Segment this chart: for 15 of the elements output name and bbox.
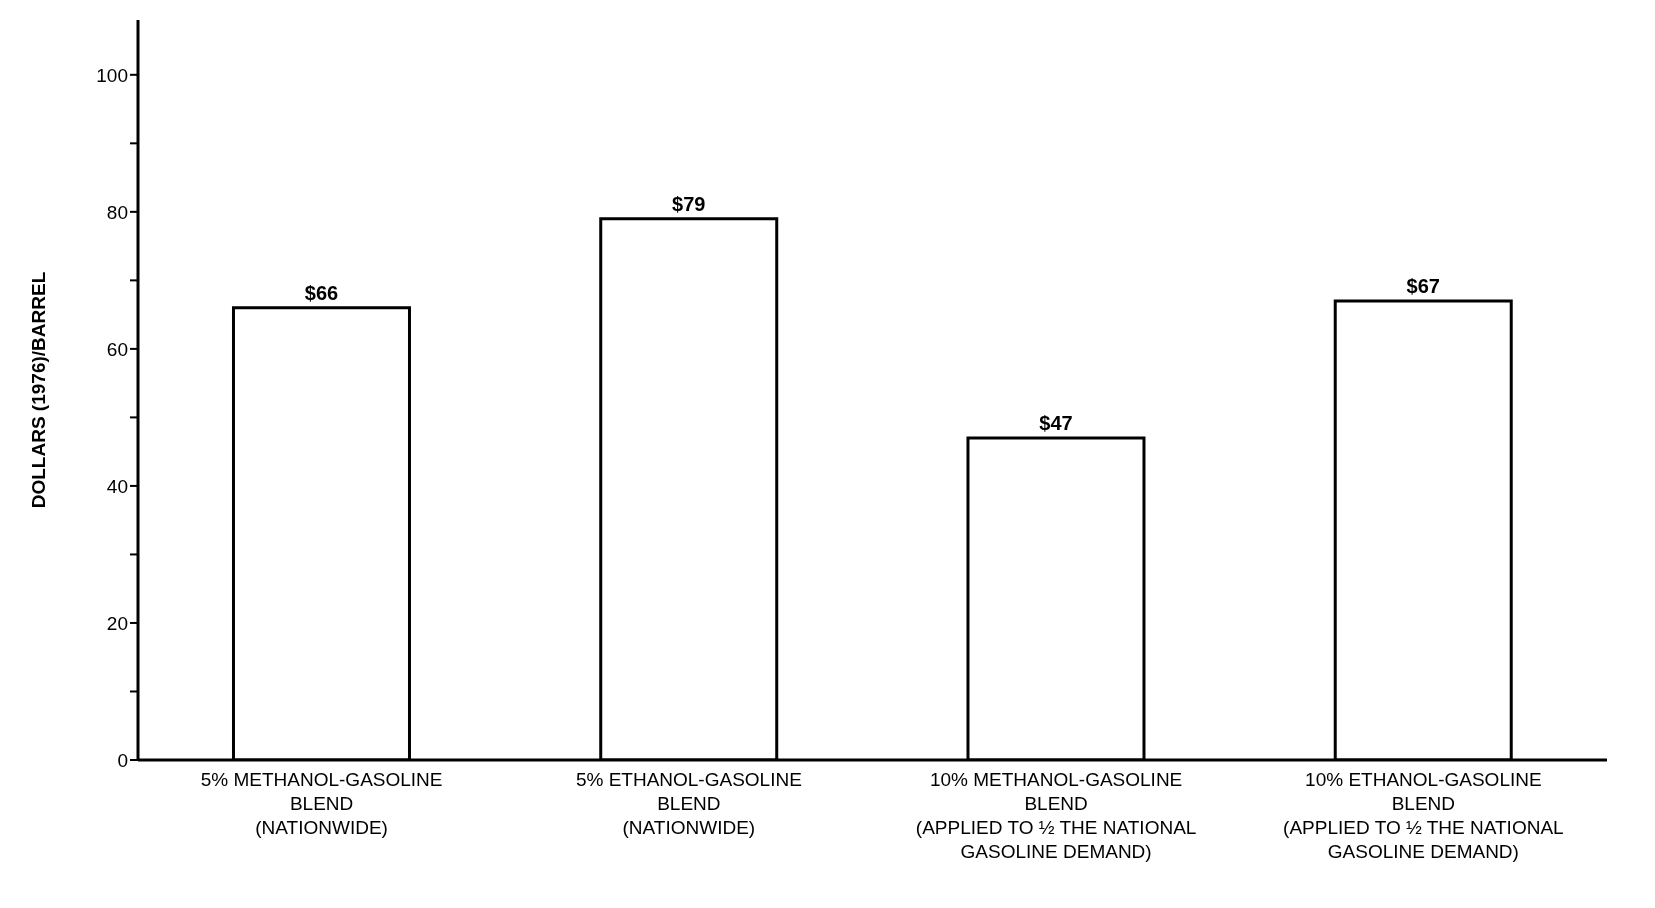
- y-tick-label: 40: [106, 475, 128, 497]
- y-tick-label: 0: [117, 749, 128, 771]
- data-label: $67: [1406, 274, 1440, 297]
- x-tick-label: 5% ETHANOL-GASOLINE BLEND (NATIONWIDE): [575, 769, 802, 838]
- y-tick-label: 80: [106, 201, 128, 223]
- x-tick-label: 10% METHANOL-GASOLINE BLEND (APPLIED TO ½ THE NATIONAL GASOLINE DEMAND): [915, 769, 1197, 862]
- y-tick-label: 60: [106, 338, 128, 360]
- data-label: $47: [1039, 411, 1073, 434]
- x-tick-label: 10% ETHANOL-GASOLINE BLEND (APPLIED TO ½ THE NATIONAL GASOLINE DEMAND): [1283, 769, 1564, 862]
- data-label: $79: [672, 192, 706, 215]
- y-axis-title: DOLLARS (1976)/BARREL: [27, 271, 49, 509]
- y-tick-label: 20: [106, 612, 128, 634]
- y-tick-label: 100: [96, 64, 128, 86]
- data-label: $66: [304, 281, 339, 304]
- x-tick-label: 5% METHANOL-GASOLINE BLEND (NATIONWIDE): [200, 769, 443, 838]
